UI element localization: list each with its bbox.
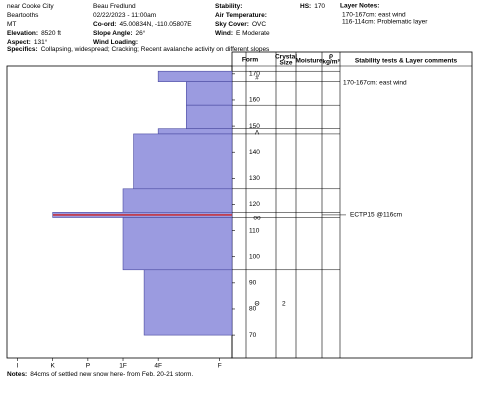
- y-tick-label: 110: [249, 227, 260, 234]
- field-value: Collapsing, widespread; Cracking; Recent…: [41, 46, 270, 53]
- x-tick-label: P: [86, 363, 90, 370]
- column-header: Moisture: [295, 58, 322, 65]
- field: Sky Cover: OVC: [215, 21, 266, 28]
- y-tick-label: 90: [249, 280, 257, 287]
- x-tick-label: 1F: [119, 363, 127, 370]
- hardness-bar: [157, 70, 233, 82]
- field-text: MT: [7, 21, 16, 28]
- table-frame: [231, 51, 473, 359]
- field: Slope Angle: 26°: [93, 29, 146, 37]
- field: Wind Loading:: [93, 39, 138, 46]
- field: Specifics: Collapsing, widespread; Cracki…: [7, 46, 270, 53]
- field-text: near Cooke City: [7, 3, 54, 10]
- hardness-bar: [157, 128, 233, 135]
- column-header: Stability tests & Layer comments: [355, 58, 458, 65]
- column-header: kg/m³: [322, 59, 340, 66]
- table-grid: [232, 52, 472, 358]
- field-label: Notes:: [7, 371, 27, 378]
- field: Stability:: [215, 3, 242, 10]
- y-tick-label: 170: [249, 71, 260, 78]
- x-tick-label: I: [17, 363, 19, 370]
- x-tick-label: F: [218, 363, 222, 370]
- grain-form: oo: [253, 214, 261, 221]
- column-header: Size: [279, 60, 292, 67]
- field: Notes: 84cms of settled new snow here- fr…: [7, 371, 193, 378]
- field-value: 26°: [135, 29, 145, 37]
- field-text: Beartooths: [7, 12, 39, 19]
- field-label: Co-ord:: [93, 21, 116, 28]
- field-label: Stability:: [215, 3, 242, 10]
- column-header: ρ: [329, 53, 333, 60]
- stability-test: ECTP15 @116cm: [350, 212, 402, 219]
- y-tick-label: 140: [249, 149, 260, 156]
- grain-size: 2: [282, 300, 286, 307]
- hardness-bar: [185, 104, 233, 130]
- column-header: Crystal: [275, 54, 297, 61]
- y-tick-label: 160: [249, 97, 260, 104]
- field: 02/22/2023 - 11:00am: [93, 12, 156, 19]
- field: Air Temperature:: [215, 12, 267, 19]
- hardness-bar: [143, 269, 233, 336]
- layer-notes-label: Layer Notes:: [340, 3, 379, 10]
- field: near Cooke City: [7, 3, 54, 10]
- field: Co-ord: 45.00834N, -110.05807E: [93, 21, 192, 28]
- field-text: Beau Fredlund: [93, 3, 136, 10]
- field: HS: 170: [300, 3, 325, 10]
- y-tick-label: 150: [249, 123, 260, 130]
- field-label: Slope Angle:: [93, 30, 132, 37]
- x-tick-label: K: [51, 363, 56, 370]
- grain-form: #: [255, 74, 259, 81]
- column-header: Form: [242, 57, 258, 64]
- y-tick-label: 130: [249, 175, 260, 182]
- grain-form: Λ: [255, 129, 260, 136]
- layer-note: 170-167cm: east wind: [342, 12, 406, 19]
- field-label: Aspect:: [7, 39, 31, 46]
- field-label: Sky Cover:: [215, 21, 249, 28]
- field-text: 02/22/2023 - 11:00am: [93, 12, 156, 19]
- field-label: Elevation:: [7, 30, 38, 37]
- field-label: Air Temperature:: [215, 12, 267, 19]
- field: Elevation: 8520 ft: [7, 30, 61, 37]
- y-tick-label: 70: [249, 332, 257, 339]
- field-value: 170: [314, 3, 325, 10]
- field: Beartooths: [7, 12, 39, 19]
- hardness-bar: [122, 188, 233, 213]
- hardness-bar: [122, 217, 233, 271]
- hardness-bar: [185, 81, 233, 106]
- field: Beau Fredlund: [93, 3, 136, 10]
- field: MT: [7, 21, 16, 28]
- field-label: Wind:: [215, 30, 233, 37]
- field-label: Specifics:: [7, 46, 38, 53]
- hardness-bar: [133, 133, 233, 190]
- field: Wind: E Moderate: [215, 30, 270, 37]
- y-tick-label: 80: [249, 306, 257, 313]
- field-value: 8520 ft: [41, 30, 61, 37]
- field-value: 45.00834N, -110.05807E: [119, 21, 192, 28]
- field-label: HS:: [300, 3, 311, 10]
- layer-note: 116-114cm: Problematic layer: [342, 19, 428, 26]
- field: Aspect: 131°: [7, 38, 48, 46]
- field-value: 131°: [34, 38, 48, 46]
- field-label: Wind Loading:: [93, 39, 138, 46]
- layer-comment: 170-167cm: east wind: [343, 79, 407, 86]
- grain-form: Θ: [254, 300, 259, 307]
- y-tick-label: 100: [249, 253, 260, 260]
- field-value: 84cms of settled new snow here- from Feb…: [30, 371, 193, 378]
- y-tick-label: 120: [249, 201, 260, 208]
- x-tick-label: 4F: [154, 363, 162, 370]
- field-value: E Moderate: [236, 30, 270, 37]
- field-value: OVC: [252, 21, 266, 28]
